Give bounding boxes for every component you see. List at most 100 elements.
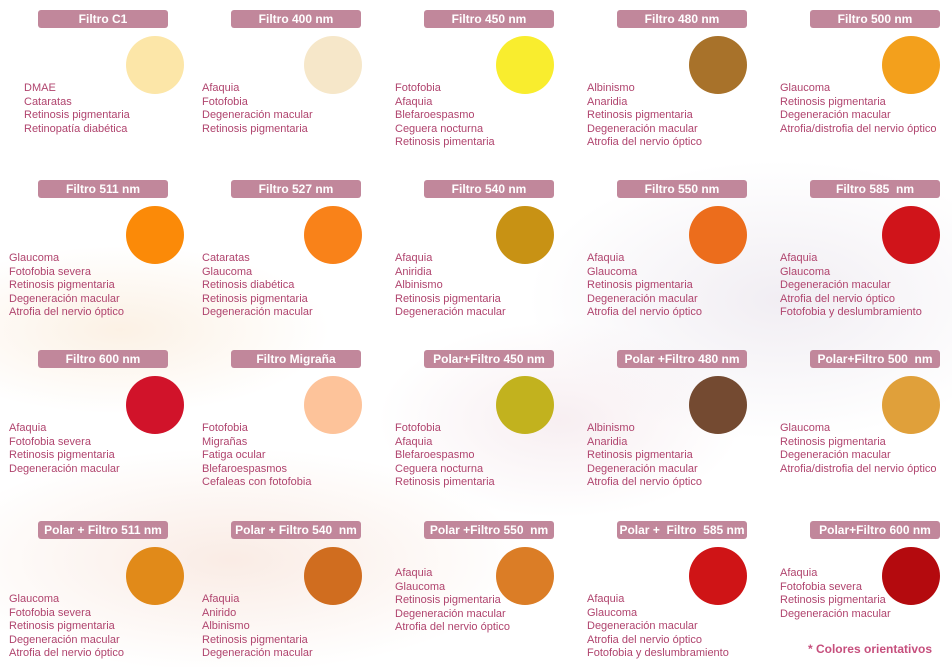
- condition: Glaucoma: [780, 265, 831, 278]
- condition: Ceguera nocturna: [395, 462, 484, 475]
- color-swatch: [496, 206, 554, 264]
- condition: Retinosis pigmentaria: [9, 449, 115, 462]
- condition: Degeneración macular: [9, 292, 120, 305]
- condition: Glaucoma: [202, 265, 253, 278]
- color-swatch: [689, 376, 747, 434]
- condition-list: Fotofobia Afaquia Blefaroespasmo Ceguera no…: [395, 422, 495, 490]
- condition: Fotofobia severa: [9, 265, 91, 278]
- condition: Afaquia: [780, 252, 818, 264]
- condition: Atrofia del nervio óptico: [587, 633, 702, 646]
- condition-list: Afaquia Glaucoma Retinosis pigmentaria Dege…: [395, 567, 510, 635]
- condition-list: Afaquia Fotofobia severa Retinosis pigment…: [780, 567, 891, 621]
- condition: Anaridia: [587, 95, 628, 108]
- filter-title: Filtro 585 nm: [810, 180, 940, 198]
- condition: Fotofobia: [202, 95, 248, 108]
- filter-title: Polar + Filtro 511 nm: [38, 521, 168, 539]
- condition: Fotofobia: [202, 422, 248, 434]
- color-swatch: [882, 376, 940, 434]
- condition: Glaucoma: [780, 422, 831, 434]
- condition: Retinosis pigmentaria: [395, 594, 501, 607]
- condition: Retinosis pigmentaria: [395, 292, 501, 305]
- filter-title: Polar+Filtro 600 nm: [810, 521, 940, 539]
- condition: Cataratas: [24, 95, 72, 108]
- color-swatch: [304, 547, 362, 605]
- condition: Afaquia: [395, 95, 433, 108]
- condition: Atrofia/distrofia del nervio óptico: [780, 462, 937, 475]
- condition: Degeneración macular: [202, 647, 313, 660]
- condition: Fotofobia severa: [9, 606, 91, 619]
- condition: Fatiga ocular: [202, 449, 266, 462]
- condition-list: Afaquia Fotofobia severa Retinosis pigment…: [9, 422, 120, 476]
- condition: Degeneración macular: [395, 607, 506, 620]
- condition: Degeneración macular: [780, 607, 891, 620]
- condition: Glaucoma: [395, 580, 446, 593]
- condition-list: Fotofobia Migrañas Fatiga ocular Blefaroesp…: [202, 422, 311, 490]
- condition: Retinosis pigmentaria: [587, 109, 693, 122]
- filter-title: Filtro 511 nm: [38, 180, 168, 198]
- filter-title: Filtro 400 nm: [231, 10, 361, 28]
- condition-list: Afaquia Anirido Albinismo Retinosis pigment…: [202, 593, 313, 661]
- color-swatch: [496, 547, 554, 605]
- color-swatch: [882, 36, 940, 94]
- condition: Fotofobia y deslumbramiento: [587, 647, 729, 660]
- condition-list: Fotofobia Afaquia Blefaroespasmo Ceguera no…: [395, 82, 495, 150]
- condition: Degeneración macular: [780, 449, 891, 462]
- condition-list: Cataratas Glaucoma Retinosis diabética Reti…: [202, 252, 313, 320]
- condition: Aniridia: [395, 265, 432, 278]
- condition: Atrofia del nervio óptico: [9, 306, 124, 319]
- filter-title: Polar + Filtro 585 nm: [617, 521, 747, 539]
- condition: Anaridia: [587, 435, 628, 448]
- color-swatch: [304, 36, 362, 94]
- condition: Glaucoma: [9, 593, 60, 605]
- condition-list: Afaquia Fotofobia Degeneración macular Reti…: [202, 82, 313, 136]
- condition-list: Glaucoma Retinosis pigmentaria Degeneració…: [780, 82, 937, 136]
- condition-list: Glaucoma Fotofobia severa Retinosis pigmen…: [9, 593, 124, 661]
- condition: Ceguera nocturna: [395, 122, 484, 135]
- filter-title: Polar +Filtro 480 nm: [617, 350, 747, 368]
- condition: Degeneración macular: [9, 462, 120, 475]
- condition: Degeneración macular: [587, 292, 698, 305]
- filter-title: Filtro 527 nm: [231, 180, 361, 198]
- condition: Retinosis diabética: [202, 279, 295, 292]
- condition: Degeneración macular: [587, 462, 698, 475]
- color-swatch: [496, 36, 554, 94]
- filter-title: Filtro 450 nm: [424, 10, 554, 28]
- condition: Afaquia: [395, 435, 433, 448]
- condition: Afaquia: [587, 252, 625, 264]
- condition-list: Afaquia Glaucoma Degeneración macular Atrof…: [587, 593, 729, 661]
- color-swatch: [304, 376, 362, 434]
- condition: Atrofia del nervio óptico: [395, 621, 510, 634]
- condition: Retinosis pigmentaria: [202, 292, 308, 305]
- color-swatch: [689, 547, 747, 605]
- color-swatch: [689, 36, 747, 94]
- filter-title: Filtro 540 nm: [424, 180, 554, 198]
- condition: Glaucoma: [587, 265, 638, 278]
- color-swatch: [304, 206, 362, 264]
- condition: Atrofia/distrofia del nervio óptico: [780, 122, 937, 135]
- filter-title: Filtro 550 nm: [617, 180, 747, 198]
- filter-title: Filtro C1: [38, 10, 168, 28]
- condition: Degeneración macular: [395, 306, 506, 319]
- condition: Migrañas: [202, 435, 248, 448]
- condition: Afaquia: [202, 82, 240, 94]
- filter-title: Filtro 480 nm: [617, 10, 747, 28]
- footnote: * Colores orientativos: [807, 642, 932, 656]
- condition: Retinosis pigmentaria: [24, 109, 130, 122]
- condition: Retinosis pigmentaria: [780, 95, 886, 108]
- condition: Fotofobia: [395, 82, 441, 94]
- condition: Blefaroespasmos: [202, 462, 287, 475]
- filter-title: Filtro Migraña: [231, 350, 361, 368]
- condition: Atrofia del nervio óptico: [587, 476, 702, 489]
- condition: Albinismo: [202, 620, 250, 633]
- filter-title: Polar+Filtro 450 nm: [424, 350, 554, 368]
- condition: Retinosis pigmentaria: [9, 279, 115, 292]
- condition: Albinismo: [587, 82, 635, 94]
- filter-title: Polar +Filtro 550 nm: [424, 521, 554, 539]
- color-swatch: [126, 376, 184, 434]
- condition: Afaquia: [395, 252, 433, 264]
- condition: Retinosis pimentaria: [395, 136, 495, 149]
- condition: Afaquia: [587, 593, 625, 605]
- condition-list: DMAE Cataratas Retinosis pigmentaria Retino…: [24, 82, 130, 136]
- condition: Retinosis pigmentaria: [202, 633, 308, 646]
